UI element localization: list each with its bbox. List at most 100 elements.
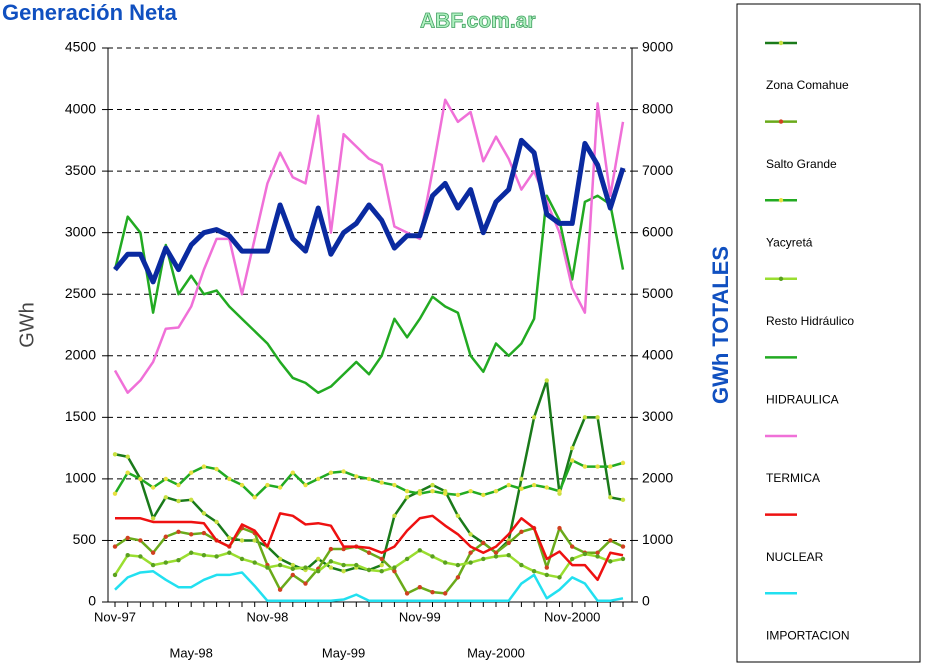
series-line bbox=[114, 569, 624, 603]
series-line bbox=[115, 512, 624, 582]
legend-marker bbox=[778, 119, 784, 124]
series-marker bbox=[493, 554, 499, 559]
y-tick-label: 4000 bbox=[65, 100, 96, 116]
series-marker bbox=[455, 492, 461, 498]
watermark: ABF.com.ar bbox=[420, 10, 536, 33]
x-tick-label: Nov-98 bbox=[246, 609, 288, 624]
series-marker bbox=[176, 498, 181, 504]
y2-tick-label: 2000 bbox=[642, 470, 673, 486]
series-marker bbox=[404, 489, 410, 494]
series-marker bbox=[112, 452, 118, 457]
series-marker bbox=[227, 550, 232, 555]
series-marker bbox=[316, 476, 321, 482]
series-marker bbox=[379, 556, 384, 562]
series-marker bbox=[328, 559, 334, 564]
legend-label: NUCLEAR bbox=[766, 550, 824, 564]
series-marker bbox=[595, 554, 600, 559]
y-tick-label: 2500 bbox=[65, 285, 96, 301]
series-marker bbox=[519, 529, 524, 535]
legend-label: HIDRAULICA bbox=[766, 393, 839, 407]
y-tick-label: 4500 bbox=[65, 39, 96, 55]
series-marker bbox=[544, 565, 549, 570]
series-marker bbox=[227, 535, 232, 541]
series-marker bbox=[354, 562, 359, 568]
series-marker bbox=[176, 557, 181, 563]
series-marker bbox=[455, 513, 461, 519]
y-axis-label: GWh bbox=[16, 302, 38, 348]
series-marker bbox=[430, 489, 435, 494]
series-marker bbox=[189, 470, 194, 475]
series-marker bbox=[404, 556, 410, 562]
series-marker bbox=[227, 476, 232, 482]
series-marker bbox=[392, 513, 397, 519]
series-marker bbox=[392, 569, 397, 574]
series-marker bbox=[214, 554, 219, 559]
series-marker bbox=[189, 532, 194, 537]
series-marker bbox=[557, 525, 562, 531]
series-marker bbox=[506, 553, 511, 558]
series-marker bbox=[379, 562, 384, 568]
series-marker bbox=[595, 550, 600, 555]
series-marker bbox=[608, 464, 613, 469]
series-marker bbox=[150, 550, 156, 555]
series-line bbox=[114, 526, 624, 595]
series-marker bbox=[430, 554, 435, 559]
series-marker bbox=[112, 544, 118, 549]
series-marker bbox=[290, 572, 295, 578]
series-marker bbox=[354, 474, 359, 479]
series-marker bbox=[303, 581, 308, 586]
series-marker bbox=[125, 470, 130, 475]
series-marker bbox=[417, 585, 422, 590]
series-marker bbox=[328, 546, 334, 552]
series-marker bbox=[341, 562, 346, 568]
series-marker bbox=[366, 550, 372, 555]
series-marker bbox=[519, 562, 524, 568]
series-marker bbox=[290, 470, 295, 475]
series-marker bbox=[595, 464, 600, 469]
series-marker bbox=[201, 553, 207, 558]
series-marker bbox=[125, 535, 130, 541]
series-marker bbox=[163, 495, 168, 500]
series-marker bbox=[290, 566, 295, 571]
series-marker bbox=[468, 560, 473, 565]
y2-tick-label: 7000 bbox=[642, 162, 673, 178]
series-marker bbox=[112, 572, 118, 578]
series-marker bbox=[608, 538, 613, 543]
series-marker bbox=[150, 485, 156, 490]
series-marker bbox=[176, 529, 181, 535]
series-marker bbox=[531, 569, 537, 574]
y-tick-label: 3500 bbox=[65, 162, 96, 178]
series-marker bbox=[379, 569, 384, 574]
y2-tick-label: 1000 bbox=[642, 531, 673, 547]
legend-marker bbox=[778, 40, 784, 46]
chart-title: Generación Neta bbox=[2, 0, 178, 25]
series-marker bbox=[481, 556, 486, 562]
y2-tick-label: 5000 bbox=[642, 285, 673, 301]
series-marker bbox=[252, 560, 257, 565]
x-tick-label: Nov-2000 bbox=[544, 609, 600, 624]
series-marker bbox=[519, 476, 524, 482]
y2-tick-label: 3000 bbox=[642, 408, 673, 424]
series-marker bbox=[608, 559, 613, 564]
series-marker bbox=[595, 415, 600, 420]
series-marker bbox=[277, 587, 283, 592]
series-marker bbox=[138, 554, 143, 559]
series-marker bbox=[443, 491, 448, 496]
series-marker bbox=[455, 575, 461, 580]
series-marker bbox=[570, 458, 575, 463]
legend-marker bbox=[778, 276, 784, 281]
legend-label: TERMICA bbox=[766, 471, 820, 485]
series-marker bbox=[582, 551, 588, 557]
series-marker bbox=[239, 482, 245, 488]
series-marker bbox=[557, 489, 562, 494]
series-marker bbox=[468, 489, 473, 494]
series-marker bbox=[150, 562, 156, 568]
series-marker bbox=[176, 482, 181, 488]
series-marker bbox=[493, 489, 499, 494]
series-marker bbox=[214, 466, 219, 472]
series-marker bbox=[570, 445, 575, 451]
series-marker bbox=[379, 480, 384, 485]
series-marker bbox=[557, 575, 562, 580]
series-marker bbox=[341, 569, 346, 574]
